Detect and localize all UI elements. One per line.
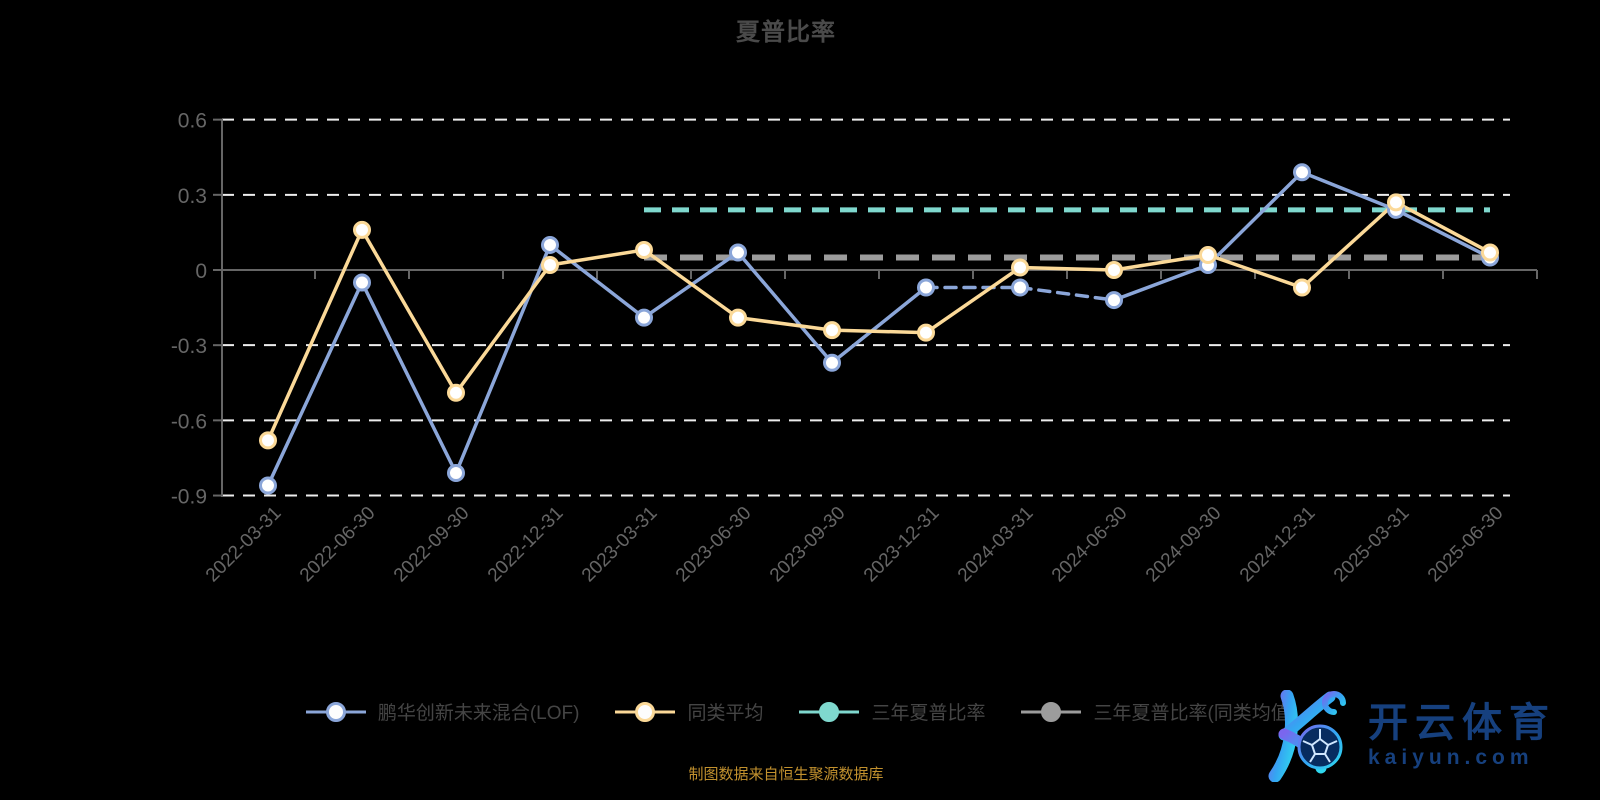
legend-item[interactable]: 三年夏普比率(同类均值): [1019, 698, 1296, 725]
data-point[interactable]: [729, 243, 747, 262]
y-tick-label: 0.6: [178, 110, 207, 133]
x-tick-label: 2024-03-31: [954, 503, 1038, 587]
y-tick-label: -0.3: [171, 335, 207, 358]
data-point[interactable]: [823, 353, 841, 372]
series-markers-0: [259, 163, 1499, 495]
y-tick-label: 0: [195, 260, 207, 283]
data-point[interactable]: [353, 220, 371, 239]
series-markers-1: [259, 193, 1499, 450]
data-point[interactable]: [635, 240, 653, 259]
x-tick-label: 2024-12-31: [1236, 503, 1320, 587]
chart-title: 夏普比率: [736, 19, 836, 46]
x-tick-label: 2023-12-31: [860, 503, 944, 587]
data-point[interactable]: [447, 383, 465, 402]
series-line-1: [266, 200, 1492, 443]
data-point[interactable]: [823, 321, 841, 340]
x-tick-label: 2025-06-30: [1424, 503, 1508, 587]
x-tick-label: 2024-09-30: [1142, 503, 1226, 587]
legend-label: 三年夏普比率: [871, 703, 986, 724]
data-point[interactable]: [1011, 278, 1029, 297]
legend: 鹏华创新未来混合(LOF) 同类平均 三年夏普比率 三年夏普比率(同类均值): [0, 698, 1600, 725]
data-point[interactable]: [447, 463, 465, 482]
source-note: 制图数据来自恒生聚源数据库: [688, 766, 884, 783]
data-point[interactable]: [1011, 258, 1029, 277]
x-tick-label: 2022-12-31: [484, 503, 568, 587]
legend-marker-icon: [615, 701, 676, 722]
legend-label: 三年夏普比率(同类均值): [1093, 703, 1297, 724]
x-tick-label: 2022-06-30: [296, 503, 380, 587]
series-line-0: [266, 170, 1492, 488]
data-point[interactable]: [1199, 245, 1217, 264]
brand-name: 开云体育: [1368, 701, 1556, 746]
data-point[interactable]: [541, 255, 559, 274]
y-tick-label: 0.3: [178, 185, 207, 208]
x-tick-label: 2022-09-30: [390, 503, 474, 587]
data-point[interactable]: [1105, 291, 1123, 310]
x-tick-label: 2024-06-30: [1048, 503, 1132, 587]
legend-item[interactable]: 同类平均: [613, 698, 763, 725]
legend-marker-icon: [799, 701, 860, 722]
legend-marker-icon: [1021, 701, 1082, 722]
x-axis-ticks: [314, 270, 1538, 279]
data-point[interactable]: [917, 278, 935, 297]
data-point[interactable]: [541, 235, 559, 254]
data-point[interactable]: [1387, 193, 1405, 212]
legend-item[interactable]: 鹏华创新未来混合(LOF): [304, 698, 580, 725]
y-axis: 0.6 0.3 0 -0.3 -0.6 -0.9: [171, 110, 223, 509]
brand-logo[interactable]: 开云体育 kaiyun.com: [1254, 690, 1556, 782]
x-tick-label: 2023-09-30: [766, 503, 850, 587]
legend-label: 鹏华创新未来混合(LOF): [377, 703, 580, 724]
legend-item[interactable]: 三年夏普比率: [797, 698, 985, 725]
data-point[interactable]: [729, 308, 747, 327]
data-point[interactable]: [1105, 261, 1123, 279]
y-tick-label: -0.6: [171, 410, 207, 433]
data-point[interactable]: [635, 308, 653, 327]
y-tick-label: -0.9: [171, 486, 207, 509]
x-tick-label: 2025-03-31: [1330, 503, 1414, 587]
data-point[interactable]: [353, 273, 371, 292]
data-point[interactable]: [1481, 243, 1499, 262]
x-axis-labels: 2022-03-31 2022-06-30 2022-09-30 2022-12-31…: [202, 503, 1508, 587]
brand-k-icon: [1268, 690, 1346, 782]
legend-label: 同类平均: [687, 703, 764, 724]
data-point[interactable]: [259, 476, 277, 495]
data-point[interactable]: [917, 323, 935, 342]
legend-marker-icon: [305, 701, 366, 722]
data-point[interactable]: [259, 431, 277, 450]
x-tick-label: 2023-06-30: [672, 503, 756, 587]
data-point[interactable]: [1293, 278, 1311, 297]
x-tick-label: 2023-03-31: [578, 503, 662, 587]
x-tick-label: 2022-03-31: [202, 503, 286, 587]
soccer-ball-icon: [1297, 724, 1343, 770]
gridlines: [222, 118, 1537, 497]
brand-domain: kaiyun.com: [1368, 746, 1534, 770]
data-point[interactable]: [1293, 163, 1311, 182]
